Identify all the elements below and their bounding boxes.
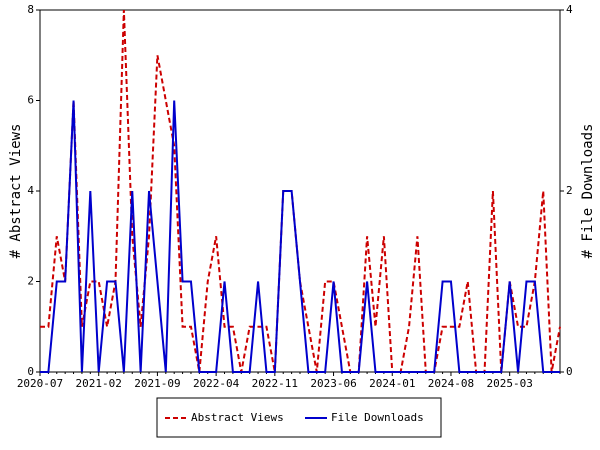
x-tick-label: 2020-07 <box>17 377 63 390</box>
y2-axis-title: # File Downloads <box>580 124 596 259</box>
x-tick-label: 2024-08 <box>428 377 474 390</box>
x-tick-label: 2024-01 <box>369 377 415 390</box>
series-line <box>40 100 560 373</box>
x-tick-label: 2021-02 <box>76 377 122 390</box>
y-tick-label: 8 <box>27 3 34 16</box>
y2-tick-label: 0 <box>566 365 573 378</box>
y-tick-label: 6 <box>27 94 34 107</box>
x-tick-label: 2023-06 <box>310 377 356 390</box>
x-tick-label: 2022-11 <box>252 377 298 390</box>
legend-label: Abstract Views <box>191 411 284 424</box>
y-tick-label: 2 <box>27 275 34 288</box>
y-tick-label: 4 <box>27 184 34 197</box>
x-tick-label: 2025-03 <box>486 377 532 390</box>
series-line <box>40 9 561 373</box>
x-tick-label: 2022-04 <box>193 377 240 390</box>
legend-box <box>156 397 442 438</box>
y-tick-label: 0 <box>27 365 34 378</box>
y-axis-title: # Abstract Views <box>8 124 24 259</box>
y2-tick-label: 2 <box>566 184 573 197</box>
legend: Abstract Views File Downloads <box>156 397 442 438</box>
y2-tick-label: 4 <box>566 3 573 16</box>
legend-label: File Downloads <box>331 411 424 424</box>
x-tick-label: 2021-09 <box>134 377 180 390</box>
